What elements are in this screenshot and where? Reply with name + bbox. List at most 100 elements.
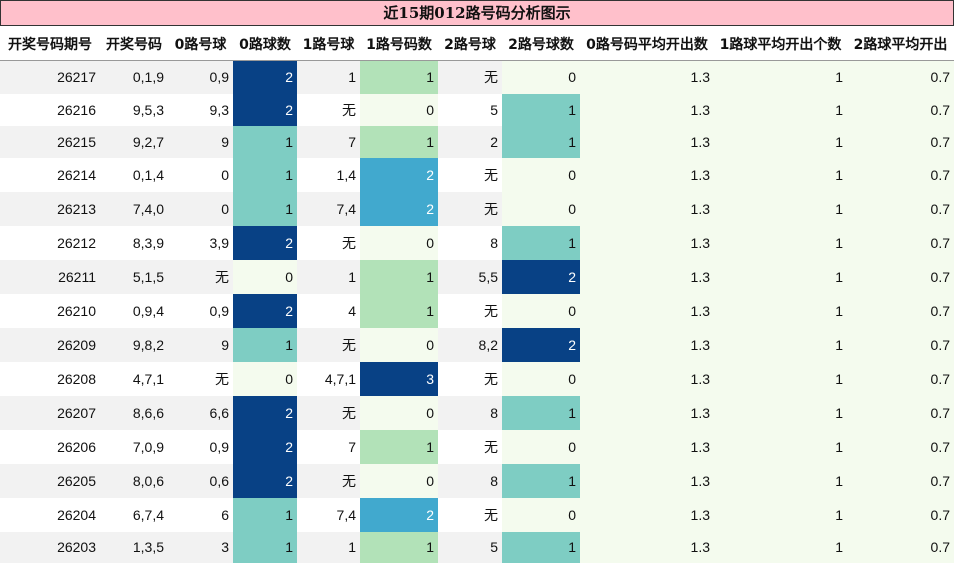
route0-count-cell: 2: [233, 93, 297, 126]
route1-balls-cell: 7,4: [297, 497, 360, 532]
route2-balls-cell: 8,2: [438, 327, 502, 362]
route1-avg-cell: 1: [714, 531, 847, 563]
route0-count-cell: 2: [233, 225, 297, 260]
route2-balls-cell: 无: [438, 60, 502, 94]
route1-count-cell: 1: [360, 125, 438, 158]
route2-balls-cell: 8: [438, 225, 502, 260]
route1-balls-cell: 4,7,1: [297, 361, 360, 396]
issue-cell: 26215: [0, 125, 100, 158]
route2-count-cell: 0: [502, 497, 580, 532]
route2-count-cell: 1: [502, 463, 580, 498]
route2-avg-cell: 0.7: [847, 395, 954, 430]
issue-cell: 26205: [0, 463, 100, 498]
header-route2-avg: 2路球平均开出: [847, 27, 954, 61]
route2-count-cell: 0: [502, 361, 580, 396]
route2-avg-cell: 0.7: [847, 191, 954, 226]
table-row: 26215 9,2,7 9 1 7 1 2 1 1.3 1 0.7: [0, 125, 954, 158]
route0-balls-cell: 无: [168, 361, 233, 396]
header-route0-balls: 0路号球: [168, 27, 233, 61]
route1-count-cell: 0: [360, 463, 438, 498]
route0-balls-cell: 0,9: [168, 293, 233, 328]
route0-avg-cell: 1.3: [580, 463, 714, 498]
table-row: 26210 0,9,4 0,9 2 4 1 无 0 1.3 1 0.7: [0, 293, 954, 328]
route1-avg-cell: 1: [714, 93, 847, 126]
route2-count-cell: 2: [502, 259, 580, 294]
numbers-cell: 8,3,9: [100, 225, 168, 260]
numbers-cell: 1,3,5: [100, 531, 168, 563]
header-route2-balls: 2路号球: [438, 27, 502, 61]
route1-avg-cell: 1: [714, 395, 847, 430]
route0-avg-cell: 1.3: [580, 395, 714, 430]
route2-balls-cell: 无: [438, 429, 502, 464]
route1-balls-cell: 7: [297, 429, 360, 464]
table-row: 26211 5,1,5 无 0 1 1 5,5 2 1.3 1 0.7: [0, 259, 954, 294]
header-issue: 开奖号码期号: [0, 27, 100, 61]
route1-avg-cell: 1: [714, 293, 847, 328]
issue-cell: 26217: [0, 60, 100, 94]
route1-count-cell: 0: [360, 395, 438, 430]
route1-balls-cell: 7: [297, 125, 360, 158]
route1-balls-cell: 1: [297, 531, 360, 563]
route2-balls-cell: 无: [438, 497, 502, 532]
route2-balls-cell: 5: [438, 531, 502, 563]
route0-count-cell: 1: [233, 327, 297, 362]
route0-balls-cell: 0,9: [168, 429, 233, 464]
route2-balls-cell: 2: [438, 125, 502, 158]
numbers-cell: 5,1,5: [100, 259, 168, 294]
route1-balls-cell: 无: [297, 225, 360, 260]
route1-balls-cell: 1: [297, 259, 360, 294]
route0-avg-cell: 1.3: [580, 429, 714, 464]
route0-balls-cell: 6: [168, 497, 233, 532]
table-row: 26212 8,3,9 3,9 2 无 0 8 1 1.3 1 0.7: [0, 225, 954, 260]
route2-balls-cell: 无: [438, 157, 502, 192]
header-numbers: 开奖号码: [100, 27, 168, 61]
route1-avg-cell: 1: [714, 225, 847, 260]
route0-count-cell: 2: [233, 429, 297, 464]
route1-count-cell: 2: [360, 157, 438, 192]
route0-balls-cell: 0: [168, 191, 233, 226]
route2-avg-cell: 0.7: [847, 93, 954, 126]
route2-avg-cell: 0.7: [847, 60, 954, 94]
route1-count-cell: 2: [360, 497, 438, 532]
route2-balls-cell: 无: [438, 293, 502, 328]
issue-cell: 26214: [0, 157, 100, 192]
route1-count-cell: 1: [360, 259, 438, 294]
numbers-cell: 9,8,2: [100, 327, 168, 362]
analysis-table: 开奖号码期号 开奖号码 0路号球 0路球数 1路号球 1路号码数 2路号球 2路…: [0, 27, 954, 563]
table-row: 26208 4,7,1 无 0 4,7,1 3 无 0 1.3 1 0.7: [0, 361, 954, 396]
numbers-cell: 0,9,4: [100, 293, 168, 328]
route1-count-cell: 1: [360, 60, 438, 94]
route0-count-cell: 1: [233, 191, 297, 226]
header-route0-count: 0路球数: [233, 27, 297, 61]
route2-avg-cell: 0.7: [847, 531, 954, 563]
numbers-cell: 4,7,1: [100, 361, 168, 396]
route2-count-cell: 1: [502, 93, 580, 126]
numbers-cell: 0,1,4: [100, 157, 168, 192]
route0-avg-cell: 1.3: [580, 191, 714, 226]
route0-count-cell: 0: [233, 361, 297, 396]
route2-avg-cell: 0.7: [847, 327, 954, 362]
route1-balls-cell: 1: [297, 60, 360, 94]
route2-balls-cell: 无: [438, 361, 502, 396]
route0-avg-cell: 1.3: [580, 93, 714, 126]
issue-cell: 26204: [0, 497, 100, 532]
header-route1-count: 1路号码数: [360, 27, 438, 61]
route1-avg-cell: 1: [714, 157, 847, 192]
route0-balls-cell: 9,3: [168, 93, 233, 126]
table-row: 26217 0,1,9 0,9 2 1 1 无 0 1.3 1 0.7: [0, 60, 954, 94]
route1-balls-cell: 无: [297, 93, 360, 126]
route2-avg-cell: 0.7: [847, 259, 954, 294]
route2-count-cell: 0: [502, 429, 580, 464]
table-row: 26216 9,5,3 9,3 2 无 0 5 1 1.3 1 0.7: [0, 93, 954, 126]
route0-count-cell: 2: [233, 395, 297, 430]
route0-count-cell: 1: [233, 125, 297, 158]
route0-count-cell: 1: [233, 531, 297, 563]
route1-count-cell: 3: [360, 361, 438, 396]
route2-avg-cell: 0.7: [847, 225, 954, 260]
route2-count-cell: 0: [502, 60, 580, 94]
route1-avg-cell: 1: [714, 429, 847, 464]
route2-avg-cell: 0.7: [847, 157, 954, 192]
route1-avg-cell: 1: [714, 125, 847, 158]
route1-balls-cell: 无: [297, 395, 360, 430]
issue-cell: 26210: [0, 293, 100, 328]
